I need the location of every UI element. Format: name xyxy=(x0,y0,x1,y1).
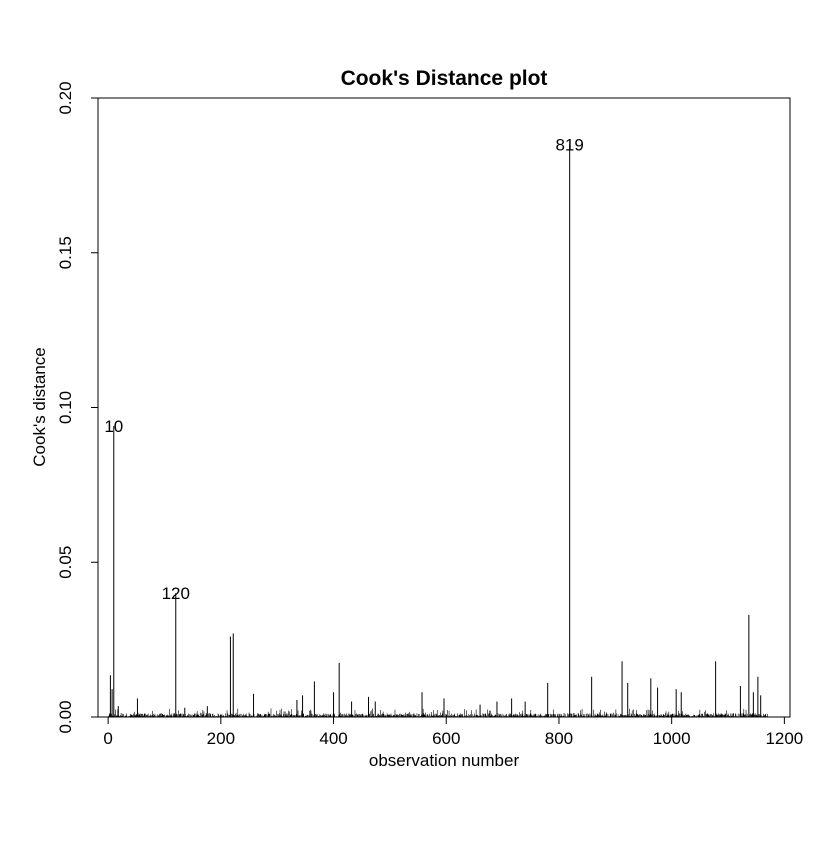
x-tick-label: 400 xyxy=(319,729,347,748)
x-tick-label: 800 xyxy=(545,729,573,748)
y-tick-label: 0.05 xyxy=(56,546,75,579)
x-tick-label: 200 xyxy=(207,729,235,748)
x-axis: 0 200 400 600 800 1000 1200 xyxy=(103,716,803,748)
point-label-10: 10 xyxy=(104,417,123,436)
chart-title: Cook's Distance plot xyxy=(341,67,548,90)
y-tick-label: 0.00 xyxy=(56,700,75,733)
point-label-120: 120 xyxy=(162,584,190,603)
x-tick-label: 1200 xyxy=(765,729,803,748)
y-axis-title: Cook's distance xyxy=(30,347,49,466)
point-label-819: 819 xyxy=(555,135,583,154)
x-tick-label: 600 xyxy=(432,729,460,748)
marks-layer: 10 120 819 xyxy=(104,135,768,717)
x-tick-label: 1000 xyxy=(653,729,691,748)
y-axis: 0.00 0.05 0.10 0.15 0.20 xyxy=(56,81,99,734)
x-tick-label: 0 xyxy=(103,729,112,748)
y-tick-label: 0.15 xyxy=(56,236,75,269)
x-axis-title: observation number xyxy=(369,751,520,770)
y-tick-label: 0.10 xyxy=(56,391,75,424)
y-tick-label: 0.20 xyxy=(56,81,75,114)
